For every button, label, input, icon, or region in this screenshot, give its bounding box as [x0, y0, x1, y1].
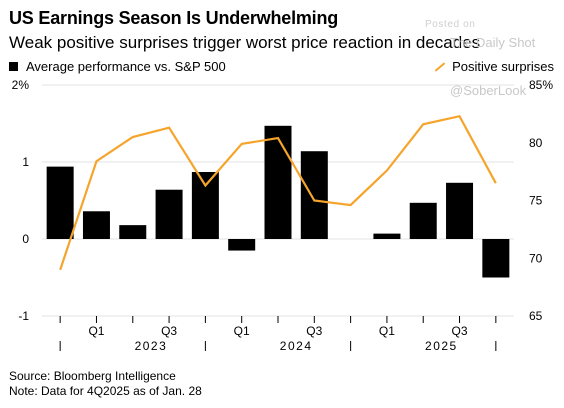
y-left-tick-label: 2% — [12, 78, 30, 92]
y-right-tick-label: 80 — [529, 136, 543, 150]
bar-10 — [409, 202, 437, 239]
source-note: Source: Bloomberg Intelligence Note: Dat… — [9, 369, 202, 399]
year-label: 2025 — [425, 339, 458, 353]
bar-9 — [373, 233, 401, 239]
legend-bar-swatch — [9, 62, 18, 71]
x-tick-label: Q3 — [452, 324, 468, 338]
bar-12 — [482, 239, 510, 278]
x-tick-label: Q1 — [379, 324, 395, 338]
y-left-tick-label: 1 — [22, 155, 29, 169]
y-right-tick-label: 70 — [529, 251, 543, 265]
bar-1 — [82, 211, 110, 239]
y-left-tick-label: -1 — [18, 309, 29, 323]
bar-5 — [228, 239, 256, 251]
watermark-site: The Daily Shot — [450, 35, 536, 50]
watermark-posted: Posted on — [425, 19, 476, 30]
source-line: Source: Bloomberg Intelligence — [9, 369, 176, 383]
x-tick-label: Q3 — [306, 324, 322, 338]
bar-0 — [46, 166, 74, 239]
note-line: Note: Data for 4Q2025 as of Jan. 28 — [9, 384, 202, 398]
bar-layer — [46, 125, 510, 278]
year-label: 2024 — [280, 339, 313, 353]
x-tick-label: Q3 — [161, 324, 177, 338]
chart-title: US Earnings Season Is Underwhelming — [9, 8, 339, 28]
positive-surprises-line — [59, 114, 497, 271]
legend-line-label: Positive surprises — [452, 59, 554, 74]
x-tick-label: Q1 — [234, 324, 250, 338]
legend-bars: Average performance vs. S&P 500 — [9, 59, 226, 74]
y-left-tick-label: 0 — [22, 232, 29, 246]
bar-4 — [191, 172, 219, 239]
bar-3 — [155, 189, 183, 239]
y-right-tick-label: 65 — [529, 309, 543, 323]
watermark-handle: @SoberLook — [450, 83, 527, 98]
y-right-tick-label: 75 — [529, 194, 543, 208]
year-label: 2023 — [135, 339, 168, 353]
chart-subtitle: Weak positive surprises trigger worst pr… — [9, 33, 481, 52]
legend-bars-label: Average performance vs. S&P 500 — [26, 59, 226, 74]
y-right-tick-label: 85% — [529, 78, 553, 92]
bar-2 — [119, 225, 147, 239]
legend-line: Positive surprises — [434, 59, 554, 74]
x-tick-label: Q1 — [88, 324, 104, 338]
bar-11 — [446, 182, 474, 239]
bar-6 — [264, 125, 292, 239]
bar-7 — [300, 151, 328, 239]
line-layer — [59, 114, 497, 271]
